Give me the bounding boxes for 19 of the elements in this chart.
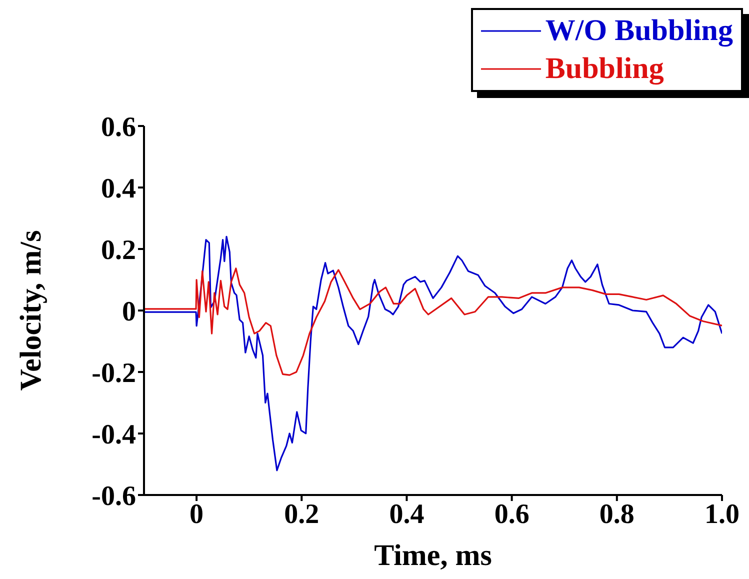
x-tick-label: 1.0: [704, 498, 740, 530]
legend-label: Bubbling: [545, 51, 664, 87]
y-tick-label: 0: [122, 296, 136, 328]
line-series: [144, 268, 722, 376]
y-tick-label: -0.6: [92, 480, 136, 512]
x-tick-label: 0.2: [284, 498, 320, 530]
y-axis-title: Velocity, m/s: [14, 230, 48, 391]
x-tick-label: 0.6: [494, 498, 530, 530]
x-tick-label: 0.4: [389, 498, 424, 530]
x-tick-label: 0: [190, 498, 204, 530]
y-tick-label: -0.4: [92, 419, 136, 450]
x-tick-label: 0.8: [599, 498, 634, 530]
y-tick-label: 0.6: [101, 112, 136, 143]
y-tick-label: 0.2: [101, 234, 136, 266]
x-axis-title: Time, ms: [374, 539, 492, 572]
line-series: [144, 236, 722, 472]
y-tick-label: -0.2: [92, 358, 136, 389]
legend-label: W/O Bubbling: [545, 13, 733, 49]
y-tick-label: 0.4: [101, 173, 136, 204]
